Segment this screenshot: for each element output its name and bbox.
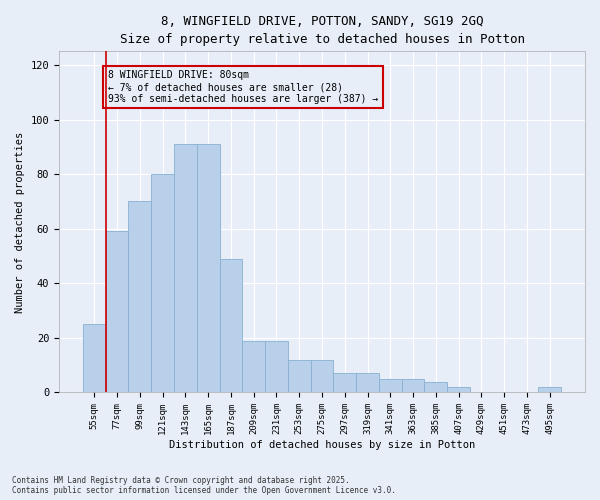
Text: Contains HM Land Registry data © Crown copyright and database right 2025.
Contai: Contains HM Land Registry data © Crown c…: [12, 476, 396, 495]
Bar: [197, 144, 220, 392]
Bar: [151, 174, 174, 392]
Bar: [447, 387, 470, 392]
Bar: [311, 360, 334, 392]
Bar: [424, 382, 447, 392]
Bar: [402, 379, 424, 392]
Bar: [356, 374, 379, 392]
Bar: [265, 340, 288, 392]
Bar: [174, 144, 197, 392]
Bar: [83, 324, 106, 392]
Bar: [220, 258, 242, 392]
Bar: [242, 340, 265, 392]
X-axis label: Distribution of detached houses by size in Potton: Distribution of detached houses by size …: [169, 440, 475, 450]
Title: 8, WINGFIELD DRIVE, POTTON, SANDY, SG19 2GQ
Size of property relative to detache: 8, WINGFIELD DRIVE, POTTON, SANDY, SG19 …: [119, 15, 524, 46]
Y-axis label: Number of detached properties: Number of detached properties: [15, 132, 25, 312]
Bar: [288, 360, 311, 392]
Bar: [379, 379, 402, 392]
Bar: [334, 374, 356, 392]
Bar: [128, 202, 151, 392]
Bar: [106, 232, 128, 392]
Text: 8 WINGFIELD DRIVE: 80sqm
← 7% of detached houses are smaller (28)
93% of semi-de: 8 WINGFIELD DRIVE: 80sqm ← 7% of detache…: [108, 70, 378, 104]
Bar: [538, 387, 561, 392]
